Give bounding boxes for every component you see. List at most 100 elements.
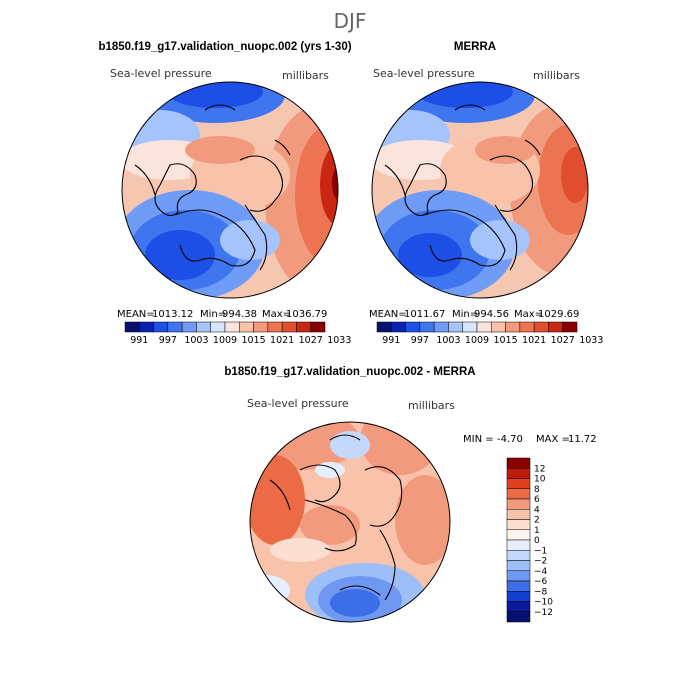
panel-diff-colorbar-swatch	[506, 529, 531, 541]
panel-diff-colorbar-swatch	[506, 601, 531, 612]
panel-model-colorbar-swatch	[167, 321, 183, 333]
panel-obs: MERRA Sea-level pressure millibars	[369, 41, 603, 346]
panel-obs-map	[372, 82, 588, 298]
panel-obs-colorbar-swatch	[376, 321, 392, 333]
panel-model-colorbar-tick-label: 1027	[299, 335, 323, 346]
panel-obs-max-label: Max=	[514, 309, 543, 320]
panel-obs-max-value: 1029.69	[538, 309, 579, 320]
panel-model-colorbar-swatch	[267, 321, 283, 333]
panel-model-colorbar-swatch	[181, 321, 197, 333]
panel-model-max-label: Max=	[262, 309, 291, 320]
panel-diff-colorbar-swatch	[506, 498, 531, 510]
panel-diff-colorbar-tick-label: 8	[534, 485, 540, 495]
panel-model-colorbar-swatch	[281, 321, 297, 333]
panel-diff-units-label: millibars	[408, 399, 455, 412]
panel-obs-colorbar: 991 997 1003 1009 1015 1021 1027 1033	[376, 321, 603, 346]
panel-obs-colorbar-swatch	[505, 321, 521, 333]
panel-obs-variable-label: Sea-level pressure	[373, 67, 475, 80]
panel-diff-colorbar-swatch	[506, 509, 531, 520]
panel-model-colorbar-swatch	[310, 321, 326, 333]
panel-obs-colorbar-tick-label: 1021	[522, 335, 546, 346]
panel-diff-title: b1850.f19_g17.validation_nuopc.002 - MER…	[224, 366, 475, 378]
panel-obs-colorbar-swatch	[562, 321, 578, 333]
panel-obs-colorbar-swatch	[462, 321, 478, 333]
panel-obs-colorbar-tick-label: 991	[382, 335, 400, 346]
panel-diff-colorbar-tick-label: 10	[534, 475, 546, 485]
panel-model-units-label: millibars	[282, 69, 329, 82]
panel-diff-colorbar-swatch	[506, 478, 531, 489]
panel-diff-max-label: MAX =	[536, 434, 570, 445]
panel-diff-colorbar-swatch	[506, 457, 531, 469]
panel-obs-colorbar-tick-label: 1015	[493, 335, 517, 346]
panel-model-colorbar-swatch	[139, 321, 154, 333]
panel-obs-min-value: 994.56	[474, 309, 509, 320]
panel-diff-colorbar-tick-label: −2	[534, 557, 547, 567]
panel-model-map	[122, 82, 338, 298]
panel-model-colorbar-swatch	[210, 321, 226, 333]
panel-model-min-label: Min=	[200, 309, 226, 320]
panel-diff-colorbar-tick-label: 4	[534, 505, 540, 515]
panel-obs-min-label: Min=	[452, 309, 478, 320]
panel-model-colorbar-tick-label: 1003	[184, 335, 208, 346]
panel-diff: b1850.f19_g17.validation_nuopc.002 - MER…	[224, 366, 597, 623]
panel-obs-colorbar-tick-label: 997	[411, 335, 429, 346]
panel-diff-colorbar-tick-label: −8	[534, 587, 548, 597]
panel-model-colorbar-tick-label: 1033	[327, 335, 351, 346]
panel-obs-units-label: millibars	[533, 69, 580, 82]
panel-diff-map	[250, 422, 450, 622]
panel-diff-colorbar-swatch	[506, 468, 531, 479]
panel-model-colorbar-swatch	[224, 321, 240, 333]
panel-model-colorbar-tick-label: 1015	[241, 335, 265, 346]
panel-model-colorbar-tick-label: 991	[130, 335, 148, 346]
panel-diff-colorbar-swatch	[506, 519, 531, 530]
panel-obs-colorbar-swatch	[448, 321, 463, 333]
panel-diff-colorbar-tick-label: −6	[534, 577, 548, 587]
panel-model-colorbar-swatch	[196, 321, 211, 333]
panel-obs-colorbar-swatch	[419, 321, 435, 333]
panel-diff-max-value: 11.72	[568, 434, 597, 445]
panel-model-colorbar-swatch	[124, 321, 140, 333]
panel-diff-colorbar-tick-label: −1	[534, 546, 547, 556]
panel-obs-colorbar-swatch	[548, 321, 563, 333]
panel-obs-colorbar-swatch	[533, 321, 549, 333]
panel-diff-colorbar-tick-label: 1	[534, 526, 540, 536]
panel-diff-colorbar-tick-label: −10	[534, 598, 553, 608]
panel-model-colorbar-tick-label: 1021	[270, 335, 294, 346]
panel-diff-colorbar-tick-label: −12	[534, 608, 553, 618]
panel-diff-colorbar-tick-label: 6	[534, 495, 540, 505]
panel-diff-variable-label: Sea-level pressure	[247, 397, 349, 410]
panel-obs-colorbar-tick-label: 1033	[579, 335, 603, 346]
panel-obs-colorbar-tick-label: 1027	[551, 335, 575, 346]
panel-diff-colorbar-tick-label: −4	[534, 567, 548, 577]
panel-obs-colorbar-swatch	[491, 321, 506, 333]
panel-model-colorbar-swatch	[239, 321, 254, 333]
panel-model-mean-value: 1013.12	[152, 309, 193, 320]
panel-obs-title: MERRA	[454, 41, 496, 53]
panel-obs-colorbar-swatch	[391, 321, 406, 333]
panel-obs-colorbar-tick-label: 1009	[465, 335, 489, 346]
panel-model-variable-label: Sea-level pressure	[110, 67, 212, 80]
panel-obs-colorbar-swatch	[519, 321, 535, 333]
panel-diff-colorbar-swatch	[506, 591, 531, 602]
panel-model-colorbar: 991 997 1003 1009 1015 1021 1027 1033	[124, 321, 351, 346]
panel-diff-colorbar-swatch	[506, 580, 531, 592]
panel-diff-colorbar-swatch	[506, 539, 531, 551]
panel-diff-colorbar-tick-label: 2	[534, 516, 540, 526]
panel-model-min-value: 994.38	[222, 309, 257, 320]
panel-obs-colorbar-tick-label: 1003	[436, 335, 460, 346]
panel-model-mean-label: MEAN=	[117, 309, 155, 320]
panel-obs-colorbar-swatch	[405, 321, 421, 333]
panel-model-colorbar-swatch	[296, 321, 311, 333]
panel-diff-min-label: MIN =	[463, 434, 494, 445]
panel-diff-colorbar-swatch	[506, 488, 531, 500]
season-title: DJF	[334, 9, 367, 33]
panel-model-colorbar-tick-label: 1009	[213, 335, 237, 346]
panel-model-title: b1850.f19_g17.validation_nuopc.002 (yrs …	[98, 41, 351, 53]
panel-model-colorbar-tick-label: 997	[159, 335, 177, 346]
panel-obs-colorbar-swatch	[476, 321, 492, 333]
panel-model: b1850.f19_g17.validation_nuopc.002 (yrs …	[98, 41, 351, 346]
panel-diff-colorbar-swatch	[506, 550, 531, 561]
panel-obs-mean-label: MEAN=	[369, 309, 407, 320]
